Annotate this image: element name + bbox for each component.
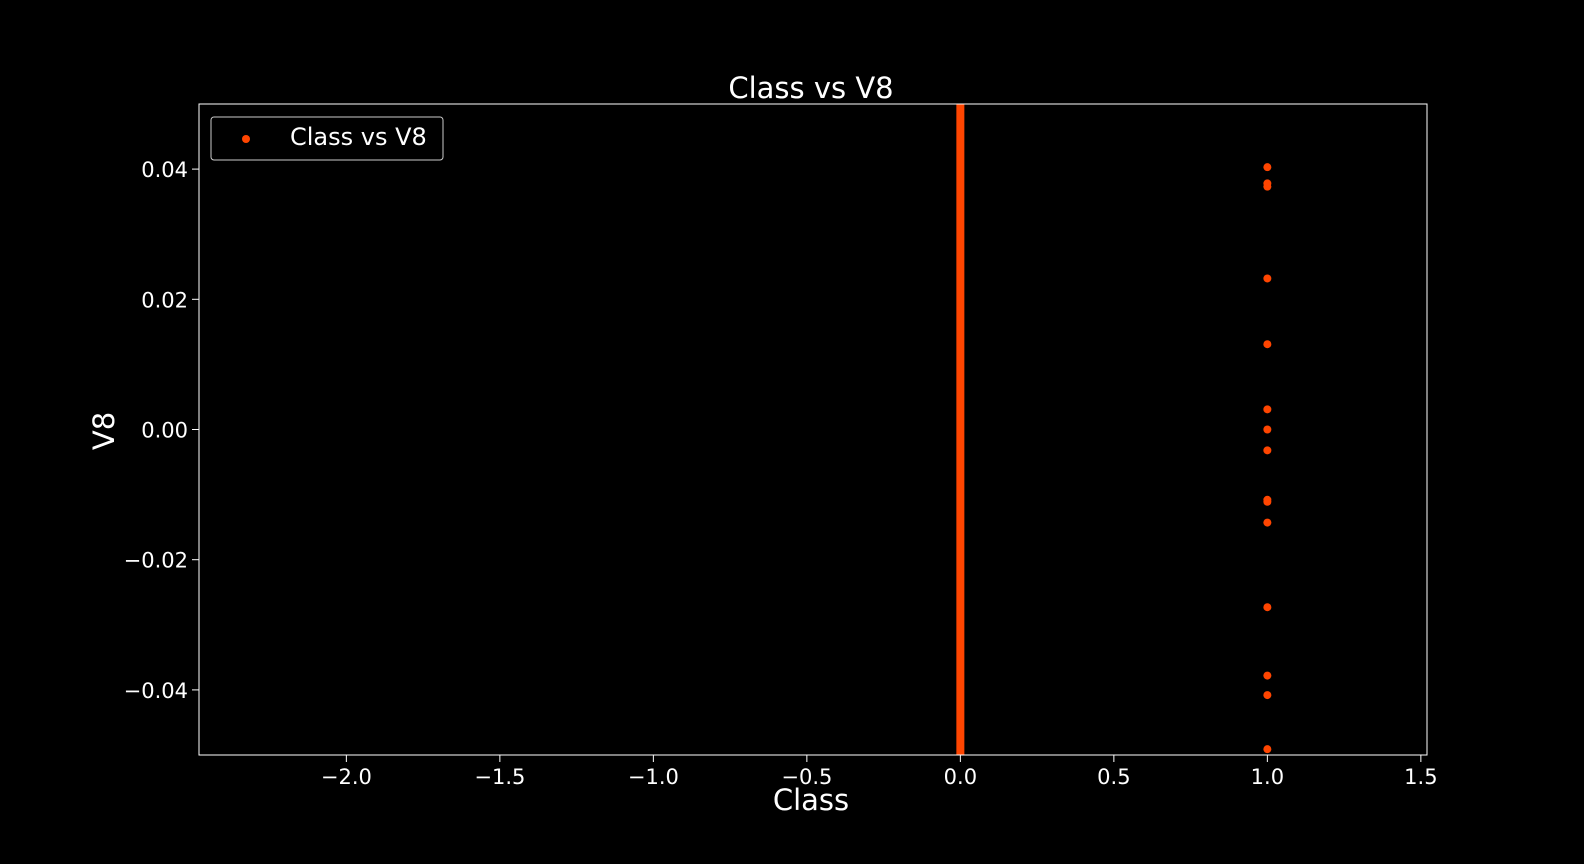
x-tick-label: 1.0 — [1251, 765, 1284, 789]
data-point — [1263, 340, 1272, 349]
chart-title: Class vs V8 — [728, 71, 893, 105]
data-point — [1263, 518, 1272, 527]
x-tick-label: −1.0 — [628, 765, 679, 789]
x-tick-label: 1.5 — [1404, 765, 1437, 789]
data-point — [1263, 497, 1272, 506]
plot-marks — [956, 104, 1272, 755]
legend-marker — [242, 135, 250, 143]
y-axis: −0.04 −0.02 0.00 0.02 0.04 — [124, 158, 199, 703]
data-point — [1263, 425, 1272, 434]
y-tick-label: 0.04 — [141, 158, 188, 182]
legend-box — [210, 116, 444, 161]
y-tick-label: −0.04 — [124, 679, 188, 703]
data-point — [1263, 446, 1272, 455]
x-tick-label: 0.0 — [944, 765, 977, 789]
data-point — [1263, 691, 1272, 700]
y-tick-label: 0.02 — [141, 288, 188, 312]
legend: Class vs V8 — [210, 116, 444, 161]
data-point — [1263, 405, 1272, 414]
x-tick-label: −2.0 — [321, 765, 372, 789]
y-tick-label: −0.02 — [124, 549, 188, 573]
x-tick-label: −0.5 — [781, 765, 832, 789]
y-axis-label: V8 — [87, 412, 121, 450]
data-point — [1263, 603, 1272, 612]
x-tick-label: −1.5 — [474, 765, 525, 789]
data-point — [1263, 163, 1272, 172]
data-point — [1263, 182, 1272, 191]
data-point — [1263, 671, 1272, 680]
x-tick-label: 0.5 — [1097, 765, 1130, 789]
legend-entry-label: Class vs V8 — [290, 123, 427, 151]
data-point — [1263, 745, 1272, 754]
class-0-point-band — [956, 104, 965, 755]
y-tick-label: 0.00 — [141, 419, 188, 443]
x-axis: −2.0 −1.5 −1.0 −0.5 0.0 0.5 1.0 1.5 — [321, 755, 1438, 789]
data-point — [1263, 274, 1272, 283]
x-axis-label: Class — [773, 783, 849, 817]
